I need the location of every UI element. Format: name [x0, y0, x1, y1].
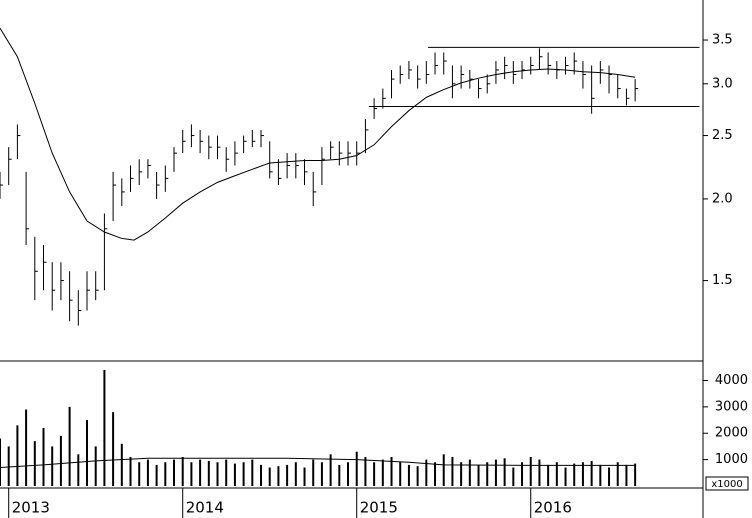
volume-bar: [251, 459, 254, 486]
x-tick-label: 2014: [186, 499, 224, 517]
volume-bar: [364, 456, 367, 486]
volume-bar: [608, 467, 611, 486]
volume-bar: [138, 462, 141, 486]
volume-tick-label: 2000: [715, 426, 748, 441]
volume-bar: [538, 459, 541, 486]
volume-bar: [233, 463, 236, 486]
volume-bar: [599, 464, 602, 486]
volume-bar: [347, 462, 350, 486]
volume-bar: [486, 462, 489, 486]
volume-bar: [512, 467, 515, 486]
volume-bar: [521, 462, 524, 486]
volume-bar: [407, 464, 410, 486]
volume-bar: [390, 456, 393, 486]
volume-bar: [268, 467, 271, 486]
volume-bar: [216, 462, 219, 486]
volume-bar: [373, 462, 376, 486]
volume-bar: [112, 412, 115, 486]
volume-bar: [547, 464, 550, 486]
x-tick-label: 2015: [360, 499, 398, 517]
volume-bar: [68, 406, 71, 486]
volume-bar: [399, 462, 402, 486]
volume-bar: [529, 456, 532, 486]
volume-bar: [103, 369, 106, 486]
volume-bar: [294, 462, 297, 486]
volume-bar: [320, 462, 323, 486]
volume-bar: [190, 462, 193, 486]
volume-bar: [581, 462, 584, 486]
volume-bar: [477, 464, 480, 486]
x-tick-label: 2016: [534, 499, 572, 517]
volume-bar: [225, 459, 228, 486]
volume-bar: [381, 459, 384, 486]
volume-bar: [416, 466, 419, 486]
volume-bar: [120, 443, 123, 486]
volume-bar: [242, 462, 245, 486]
volume-bar: [86, 420, 89, 486]
y-tick-label: 3.5: [712, 33, 733, 48]
volume-bar: [155, 464, 158, 486]
volume-bar: [146, 459, 149, 486]
price-moving-average: [0, 27, 636, 241]
volume-bar: [451, 456, 454, 486]
volume-bar: [494, 459, 497, 486]
volume-unit-label: x1000: [711, 479, 742, 490]
volume-bar: [51, 446, 54, 486]
volume-bar: [442, 454, 445, 486]
volume-bar: [590, 460, 593, 486]
volume-bar: [42, 427, 45, 486]
volume-bar: [616, 462, 619, 486]
volume-bar: [164, 462, 167, 486]
volume-bar: [181, 456, 184, 486]
volume-tick-label: 1000: [715, 452, 748, 467]
volume-bar: [0, 438, 1, 486]
volume-bar: [564, 467, 567, 486]
x-tick-label: 2013: [12, 499, 50, 517]
volume-bar: [312, 459, 315, 486]
volume-bar: [634, 463, 637, 486]
volume-bar: [129, 456, 132, 486]
volume-bar: [460, 462, 463, 486]
y-tick-label: 3.0: [712, 76, 733, 91]
volume-bar: [207, 460, 210, 486]
volume-bar: [434, 462, 437, 486]
volume-bar: [173, 459, 176, 486]
volume-bar: [555, 462, 558, 486]
volume-tick-label: 4000: [715, 373, 748, 388]
volume-bar: [303, 467, 306, 486]
volume-tick-label: 3000: [715, 399, 748, 414]
volume-moving-average: [0, 457, 636, 469]
y-tick-label: 1.5: [712, 273, 733, 288]
volume-bar: [425, 459, 428, 486]
volume-bar: [7, 446, 10, 486]
volume-bar: [16, 425, 19, 486]
volume-bar: [94, 446, 97, 486]
volume-bar: [59, 435, 62, 486]
volume-bar: [329, 454, 332, 486]
volume-bar: [286, 464, 289, 486]
volume-bar: [338, 464, 341, 486]
y-tick-label: 2.0: [712, 191, 733, 206]
volume-bar: [33, 441, 36, 486]
volume-bar: [573, 463, 576, 486]
volume-bar: [468, 459, 471, 486]
volume-bar: [25, 409, 28, 486]
volume-bar: [260, 464, 263, 486]
unit-box: [705, 476, 749, 491]
volume-bar: [625, 464, 628, 486]
volume-bar: [503, 458, 506, 486]
volume-bar: [199, 459, 202, 486]
volume-bar: [355, 451, 358, 486]
y-tick-label: 2.5: [712, 128, 733, 143]
volume-bar: [77, 454, 80, 486]
volume-bar: [277, 466, 280, 486]
